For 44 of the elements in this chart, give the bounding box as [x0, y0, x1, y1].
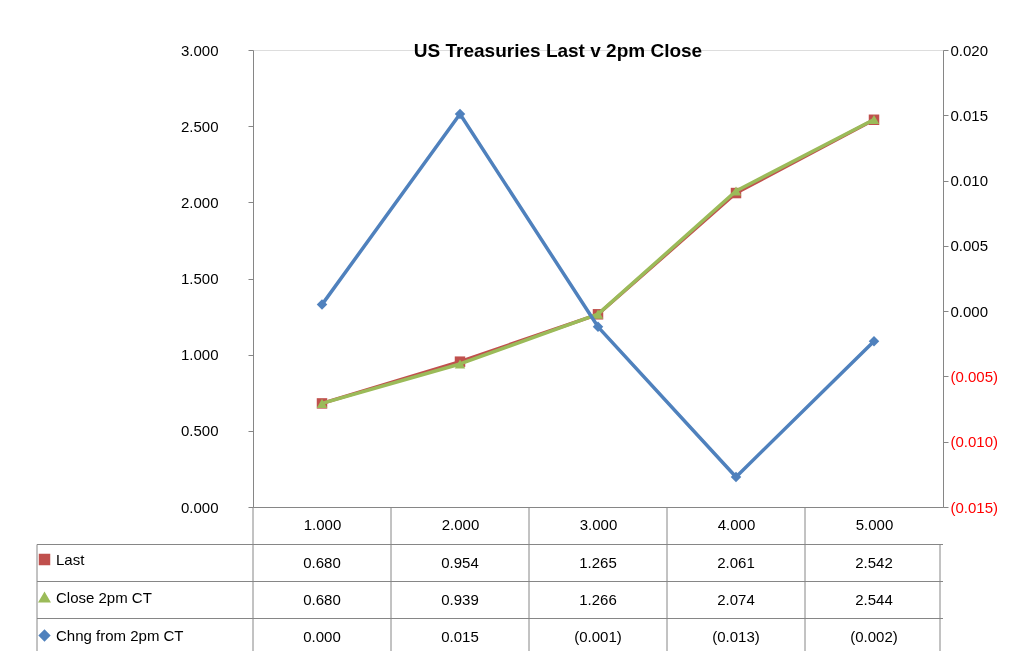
- point: [592, 321, 604, 333]
- data-label: (0.013): [712, 628, 760, 645]
- y-tick-label: 0.500: [180, 422, 219, 440]
- y2-tick-label: 0.020: [950, 41, 989, 59]
- point: [454, 108, 466, 120]
- data-label: 0.000: [303, 628, 341, 645]
- data-label: 0.680: [303, 554, 341, 571]
- x-tick-label: 1.000: [303, 515, 342, 533]
- chart-title: US Treasuries Last v 2pm Close: [413, 40, 703, 61]
- y2-tick-label: 0.015: [950, 106, 989, 124]
- data-label: (0.002): [850, 628, 898, 645]
- y2-tick-label: 0.000: [950, 302, 989, 320]
- data-label: 0.015: [441, 628, 479, 645]
- y-tick-label: 1.500: [180, 270, 219, 287]
- point: [730, 471, 742, 483]
- data-label: 0.954: [441, 554, 479, 571]
- y2-tick-label: (0.010): [950, 433, 999, 451]
- data-label: 1.265: [579, 554, 617, 571]
- point: [868, 335, 880, 347]
- data-label: 2.544: [855, 591, 893, 608]
- legend-label: Last: [56, 550, 86, 568]
- data-label: 0.680: [303, 591, 341, 608]
- y-tick-label: 1.000: [180, 346, 219, 364]
- y-tick-label: 0.000: [180, 498, 219, 516]
- data-label: 2.542: [855, 554, 893, 571]
- x-tick-label: 4.000: [717, 515, 756, 533]
- y-tick-label: 2.500: [180, 117, 219, 135]
- data-label: (0.001): [574, 628, 622, 645]
- point: [316, 299, 328, 310]
- data-label: 0.939: [441, 591, 479, 608]
- x-tick-label: 5.000: [855, 515, 894, 533]
- data-label: 2.074: [717, 591, 755, 608]
- legend-label: Close 2pm CT: [56, 588, 152, 606]
- y2-tick-label: 0.010: [950, 172, 989, 190]
- x-tick-label: 2.000: [441, 515, 480, 533]
- y-tick-label: 3.000: [180, 41, 219, 59]
- y2-tick-label: (0.005): [950, 367, 999, 385]
- y2-tick-label: 0.005: [950, 237, 989, 255]
- data-label: 2.061: [717, 554, 755, 571]
- y2-tick-label: (0.015): [950, 498, 999, 516]
- x-tick-label: 3.000: [579, 515, 618, 533]
- y-tick-label: 2.000: [180, 193, 219, 211]
- data-label: 1.266: [579, 591, 617, 608]
- legend-label: Chng from 2pm CT: [56, 626, 184, 644]
